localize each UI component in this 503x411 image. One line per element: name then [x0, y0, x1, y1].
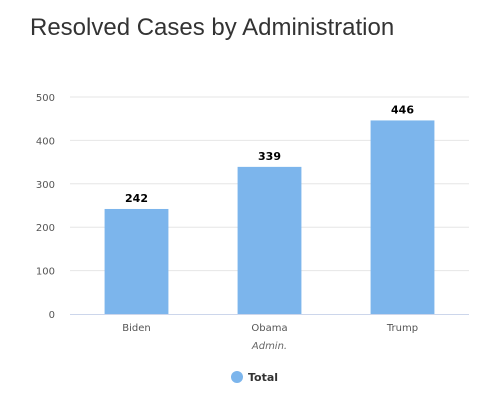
legend-label: Total [248, 371, 278, 384]
data-label: 446 [391, 103, 414, 116]
data-label: 339 [258, 150, 281, 163]
y-axis: 0 100 200 300 400 500 [36, 93, 55, 321]
y-tick-label: 100 [36, 267, 55, 278]
bar-trump[interactable] [370, 120, 435, 314]
y-tick-label: 200 [36, 223, 55, 234]
y-tick-label: 400 [36, 136, 55, 147]
legend[interactable]: Total [231, 371, 278, 384]
x-tick-label: Biden [122, 323, 150, 334]
x-axis: Biden Obama Trump [70, 314, 469, 334]
bars: 242 339 446 [104, 103, 435, 314]
x-axis-title: Admin. [251, 341, 287, 352]
legend-marker [231, 371, 243, 383]
bar-biden[interactable] [104, 208, 169, 314]
y-tick-label: 300 [36, 180, 55, 191]
y-tick-label: 0 [49, 310, 55, 321]
bar-obama[interactable] [237, 166, 302, 314]
chart-title: Resolved Cases by Administration [30, 14, 395, 41]
data-label: 242 [125, 192, 148, 205]
x-tick-label: Obama [251, 323, 287, 334]
y-tick-label: 500 [36, 93, 55, 104]
x-tick-label: Trump [386, 323, 418, 334]
